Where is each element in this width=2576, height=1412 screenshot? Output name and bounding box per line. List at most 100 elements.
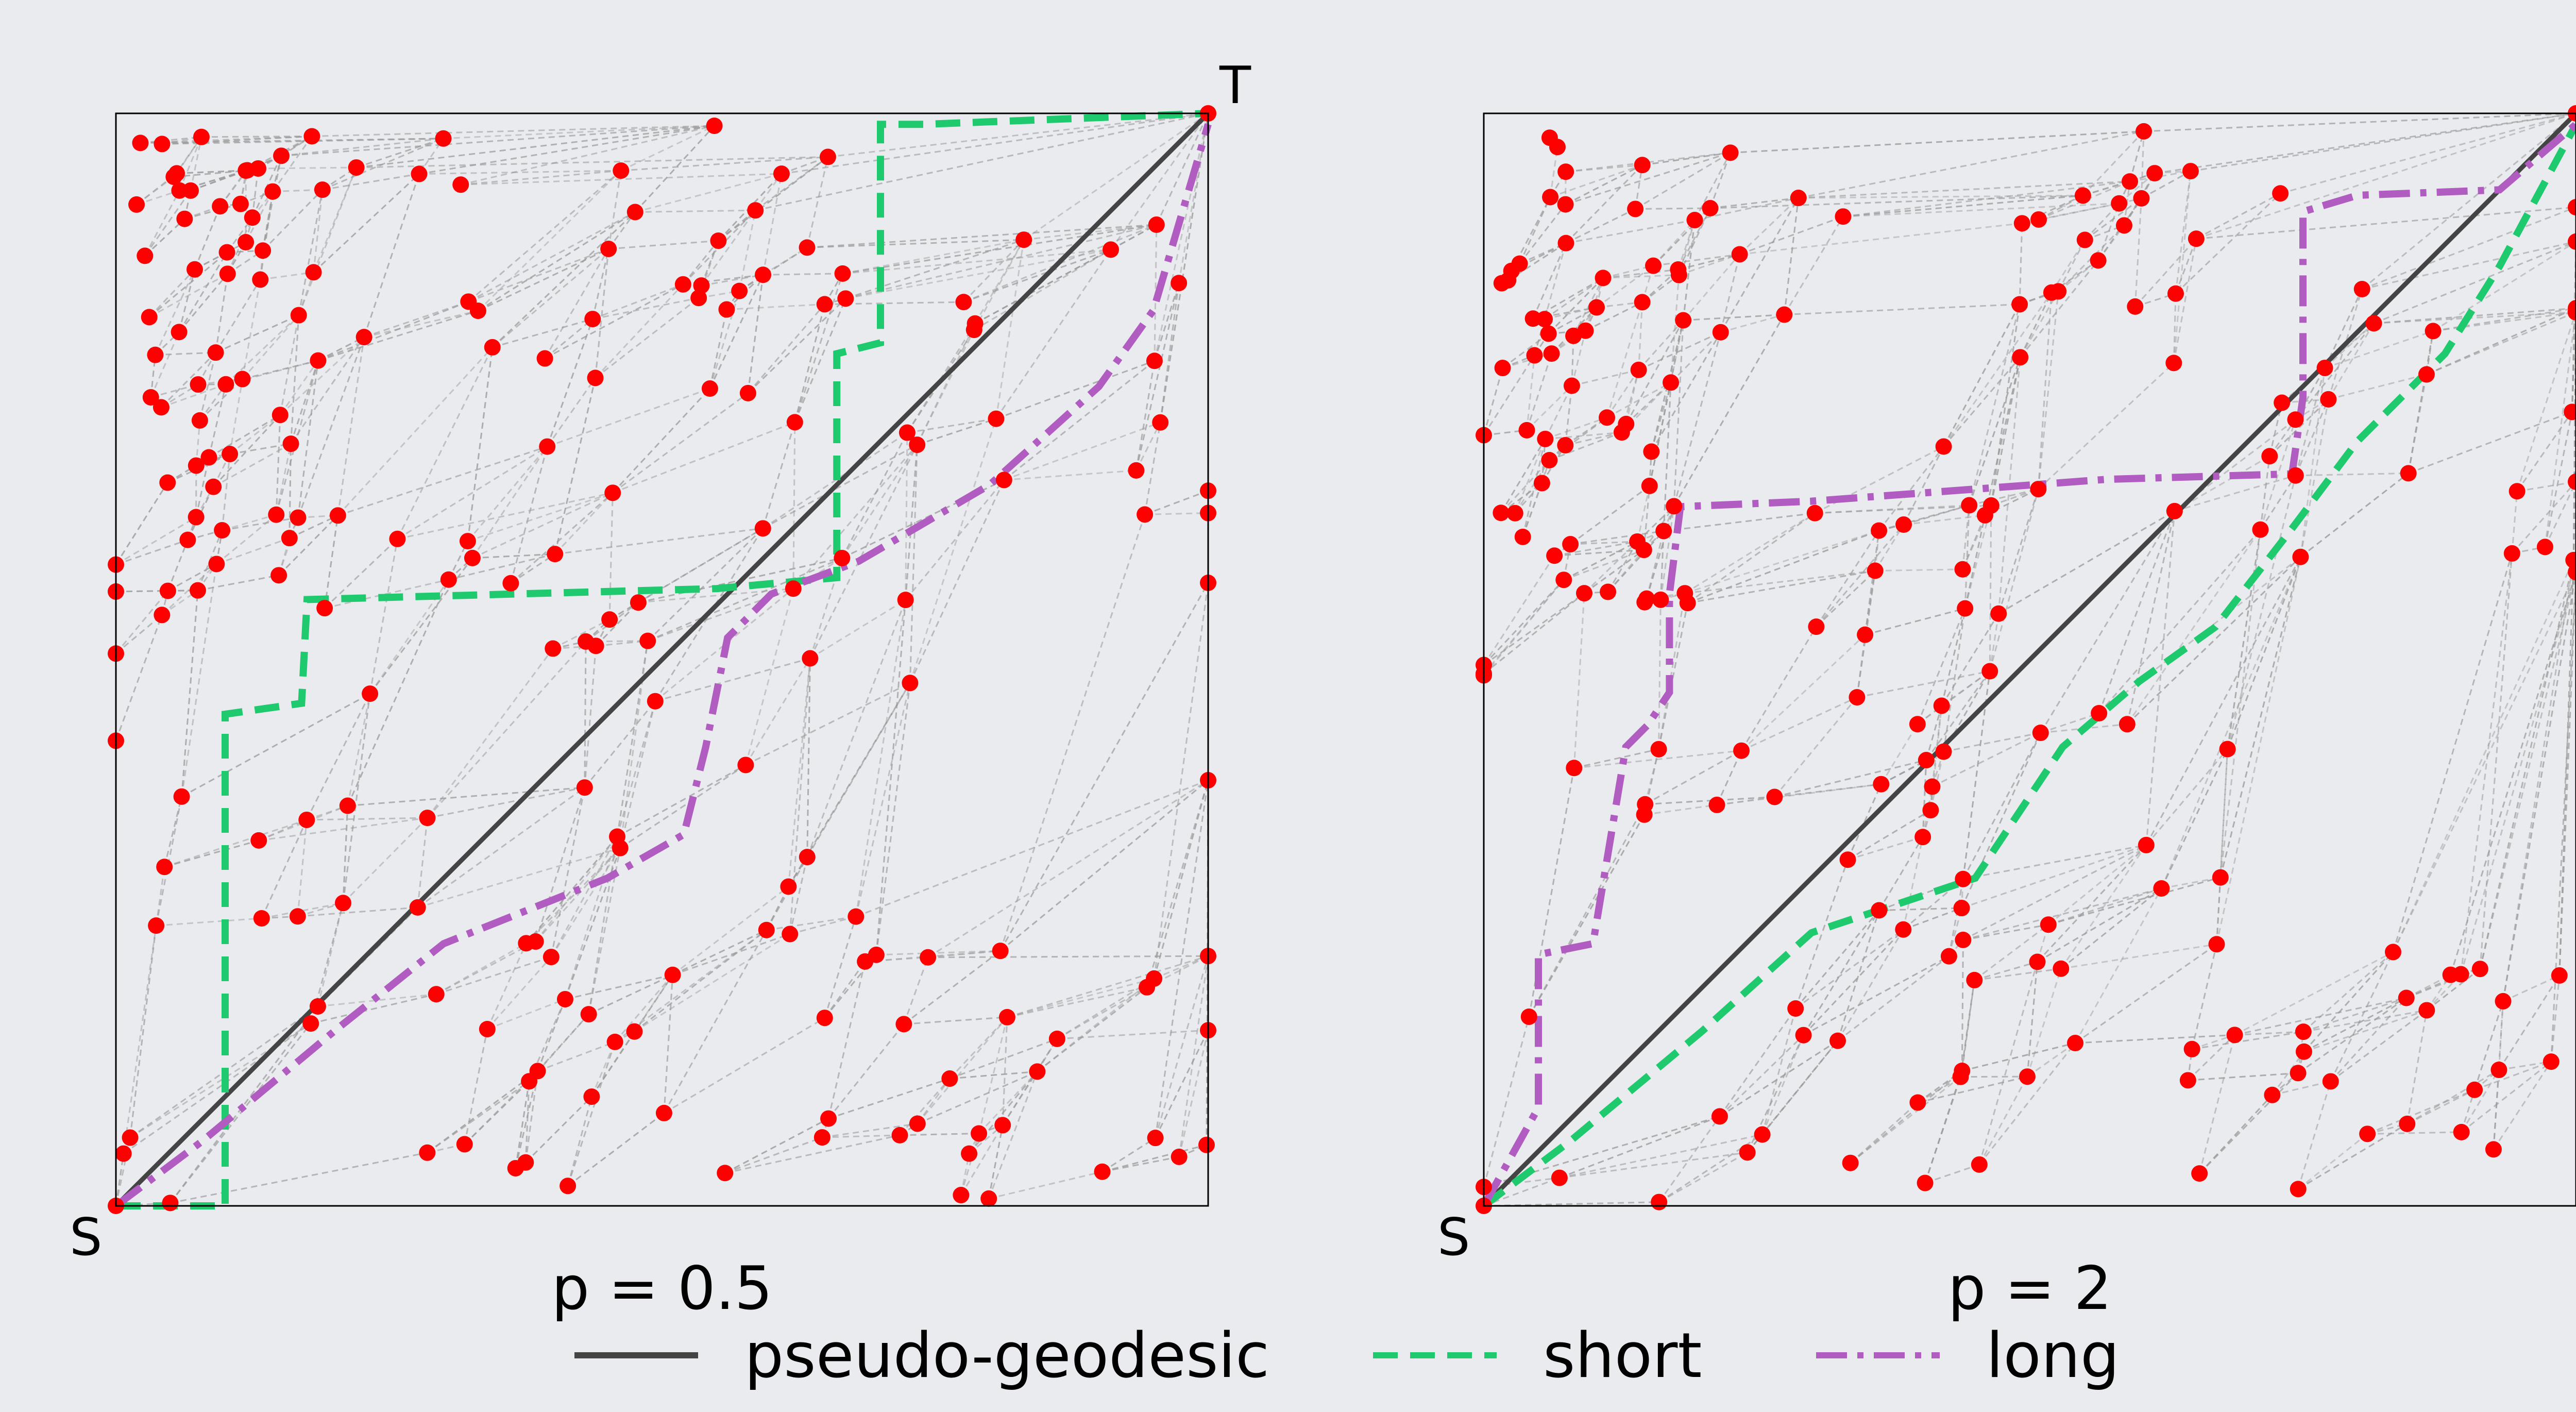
graph-node — [820, 1110, 837, 1127]
graph-edge — [1774, 697, 1858, 798]
graph-edge — [164, 819, 307, 868]
graph-node — [1895, 516, 1912, 533]
graph-edge — [1101, 1137, 1156, 1172]
graph-edge — [363, 174, 420, 338]
graph-node — [298, 811, 315, 828]
graph-edge — [275, 360, 319, 515]
graph-edge — [1902, 836, 1924, 930]
graph-node — [186, 261, 203, 278]
graph-node — [2032, 725, 2049, 742]
graph-edge — [2134, 238, 2197, 307]
graph-edge — [148, 273, 228, 318]
graph-edge — [1687, 530, 1879, 604]
graph-node — [142, 389, 159, 406]
graph-node — [706, 117, 723, 135]
graph-node — [219, 265, 236, 282]
graph-edge — [162, 135, 312, 145]
graph-edge — [928, 955, 1209, 959]
graph-edge — [1583, 541, 1638, 594]
graph-edge — [229, 443, 291, 455]
graph-edge — [2216, 749, 2229, 945]
graph-node — [2272, 185, 2289, 202]
graph-edge — [2175, 171, 2192, 294]
graph-edge — [2433, 307, 2576, 332]
graph-edge — [1178, 956, 1209, 1157]
graph-edge — [1963, 844, 2147, 880]
graph-edge — [242, 314, 299, 380]
graph-edge — [2040, 511, 2176, 733]
graph-edge — [1144, 422, 1161, 515]
graph-node — [2295, 1023, 2312, 1040]
graph-edge — [973, 239, 1025, 330]
graph-edge — [1798, 194, 2083, 199]
graph-edge — [1500, 439, 1546, 514]
graph-edge — [567, 1096, 592, 1186]
graph-node — [2167, 285, 2184, 302]
graph-edge — [974, 239, 1025, 324]
graph-edge — [709, 274, 764, 389]
source-label: S — [70, 1207, 102, 1267]
graph-edge — [322, 173, 419, 191]
graph-edge — [313, 189, 324, 273]
graph-node — [2400, 465, 2417, 482]
graph-node — [1914, 829, 1931, 846]
graph-edge — [2038, 362, 2175, 490]
graph-edge — [2479, 560, 2574, 969]
graph-edge — [2141, 170, 2191, 199]
graph-node — [2138, 836, 2155, 853]
graph-edge — [275, 415, 281, 515]
graph-edge — [427, 1070, 538, 1154]
graph-edge — [123, 925, 157, 1154]
graph-edge — [1948, 879, 1964, 956]
graph-node — [1147, 1130, 1164, 1147]
graph-edge — [1964, 505, 1970, 609]
graph-edge — [988, 1171, 1103, 1200]
graph-node — [626, 1023, 643, 1040]
graph-edge — [1145, 512, 1209, 515]
graph-edge — [289, 444, 292, 539]
graph-edge — [279, 337, 365, 416]
graph-edge — [2196, 192, 2281, 240]
graph-edge — [2367, 1089, 2475, 1135]
graph-edge — [259, 191, 274, 280]
graph-edge — [155, 269, 196, 356]
graph-edge — [2461, 1069, 2500, 1133]
graph-node — [814, 1129, 831, 1146]
graph-edge — [909, 479, 1005, 683]
graph-edge — [258, 819, 307, 842]
graph-edge — [397, 347, 494, 540]
graph-edge — [1837, 910, 1880, 1041]
graph-edge — [261, 819, 308, 919]
graph-node — [521, 1073, 538, 1090]
graph-node — [647, 693, 664, 710]
graph-edge — [208, 384, 227, 458]
graph-edge — [1554, 541, 1638, 557]
graph-edge — [356, 125, 715, 169]
graph-edge — [1989, 505, 1992, 671]
graph-node — [176, 210, 193, 227]
graph-edge — [1968, 357, 2021, 506]
graph-edge — [342, 693, 371, 903]
graph-edge — [567, 1041, 616, 1186]
graph-node — [154, 607, 171, 624]
graph-node — [539, 438, 556, 455]
graph-node — [252, 271, 269, 288]
graph-edge — [1102, 1156, 1179, 1173]
graph-edge — [809, 444, 918, 659]
graph-node — [2067, 1035, 2084, 1052]
graph-edge — [535, 847, 621, 943]
graph-edge — [2493, 1061, 2552, 1150]
graph-edge — [310, 993, 437, 1024]
graph-edge — [554, 492, 614, 555]
graph-edge — [1135, 361, 1156, 471]
short-path — [1481, 122, 2576, 1209]
graph-node — [2292, 548, 2309, 565]
graph-node — [2290, 1065, 2307, 1082]
graph-edge — [317, 300, 469, 362]
graph-edge — [1880, 724, 1919, 785]
graph-node — [2509, 483, 2526, 500]
graph-edge — [999, 779, 1209, 952]
graph-edge — [2558, 560, 2574, 976]
graph-edge — [1795, 910, 1880, 1009]
graph-node — [799, 849, 816, 866]
